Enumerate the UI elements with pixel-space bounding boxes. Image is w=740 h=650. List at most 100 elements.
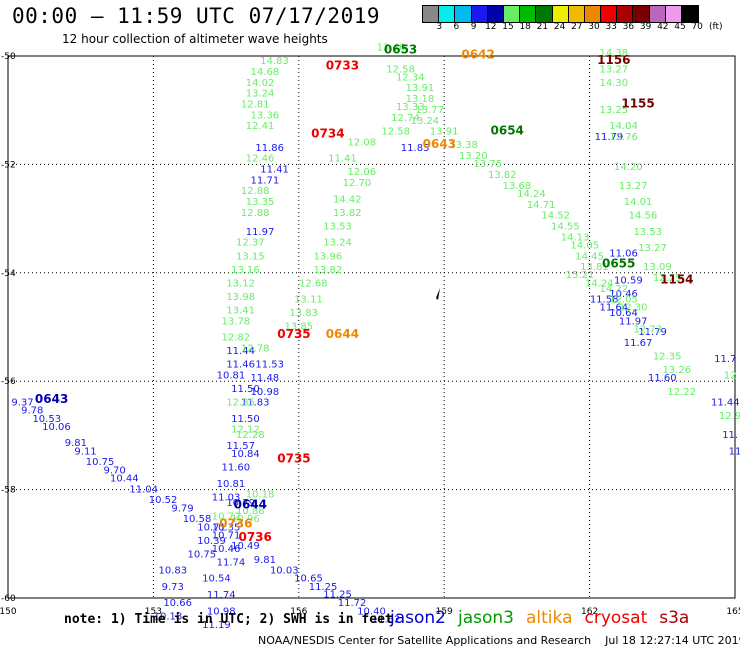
satellite-name: s3a	[659, 608, 690, 628]
wave-height-label: 13.53	[633, 227, 662, 238]
island-shape	[436, 288, 440, 300]
wave-height-label: 12.06	[347, 167, 376, 178]
wave-height-label: 11.71	[251, 175, 280, 186]
wave-height-label: 12.12	[231, 425, 260, 436]
wave-height-label: 11.83	[241, 398, 270, 409]
wave-height-label: 10.71	[212, 530, 241, 541]
wave-height-label: 10.44	[110, 473, 139, 484]
wave-height-label: 14.13	[561, 232, 590, 243]
wave-height-label: 14.04	[609, 121, 638, 132]
wave-height-label: 11.41	[328, 154, 357, 165]
wave-height-label: 13.53	[323, 221, 352, 232]
wave-height-label: 10.81	[217, 370, 246, 381]
wave-height-label: 13.41	[226, 305, 255, 316]
wave-height-label: 10.88	[236, 506, 265, 517]
wave-height-label: 11.44	[711, 398, 740, 409]
wave-height-label: 12.73	[633, 324, 662, 335]
wave-height-label: 12.08	[347, 137, 376, 148]
wave-height-label: 10.53	[32, 414, 61, 425]
wave-height-label: 10.03	[270, 566, 299, 577]
wave-height-label: 10.98	[251, 387, 280, 398]
wave-height-label: 11.62	[372, 614, 401, 625]
wave-height-label: 13.09	[643, 262, 672, 273]
wave-height-label: 9.79	[171, 503, 193, 514]
wave-height-label: 14.56	[629, 211, 658, 222]
wave-height-label: 13.36	[251, 110, 280, 121]
wave-height-label: 13.78	[221, 316, 250, 327]
wave-height-label: 11.57	[226, 441, 255, 452]
wave-height-label: 10.46	[212, 544, 241, 555]
wave-height-label: 14.24	[585, 278, 614, 289]
pass-time-label: 1156	[597, 53, 630, 67]
wave-height-label: 13.26	[663, 365, 692, 376]
wave-height-label: 11.97	[246, 227, 275, 238]
longitude-tick-label: 162	[581, 607, 598, 617]
wave-height-label: 11.25	[323, 589, 352, 600]
wave-height-label: 11.60	[221, 463, 250, 474]
wave-height-label: 13.98	[226, 292, 255, 303]
legend-tick-label: 45	[674, 22, 686, 32]
longitude-tick-label: 150	[0, 607, 17, 617]
wave-height-label: 11.53	[255, 360, 284, 371]
wave-height-label: 12.35	[653, 352, 682, 363]
legend-tick-label: 9	[470, 22, 477, 32]
wave-height-label: 9.81	[65, 438, 87, 449]
longitude-tick-label: 153	[145, 607, 162, 617]
wave-height-label: 9.11	[74, 446, 96, 457]
wave-height-label: 12.68	[299, 278, 328, 289]
latitude-tick-label: -52	[1, 160, 16, 170]
wave-height-label: 9.37	[11, 398, 33, 409]
wave-height-label: 11.	[722, 430, 738, 441]
wave-height-label: 12.37	[236, 238, 265, 249]
wave-height-label: 12.58	[386, 64, 415, 75]
wave-height-label: 12.88	[241, 186, 270, 197]
wave-height-label: 13.24	[410, 116, 439, 127]
wave-height-label: 14.83	[260, 56, 289, 67]
wave-height-label: 12.70	[343, 178, 372, 189]
satellite-name: jason2	[390, 608, 446, 628]
wave-height-label: 13.91	[430, 127, 459, 138]
wave-height-label: 12.58	[381, 127, 410, 138]
credit-line: NOAA/NESDIS Center for Satellite Applica…	[258, 634, 740, 647]
wave-height-label: 14.24	[517, 189, 546, 200]
wave-height-label: 10.75	[188, 549, 217, 560]
legend-swatch	[633, 6, 650, 22]
wave-height-label: 14.52	[541, 211, 570, 222]
legend-tick-label: 39	[639, 22, 652, 32]
wave-height-label: 13.12	[226, 278, 255, 289]
wave-height-label: 14.02	[246, 78, 275, 89]
legend-swatch	[455, 6, 472, 22]
wave-height-label: 12.9	[719, 411, 740, 422]
latitude-tick-label: -60	[1, 594, 16, 604]
pass-time-label: 0735	[277, 452, 310, 466]
wave-height-label: 11.60	[648, 373, 677, 384]
wave-height-label: 10.79	[226, 498, 255, 509]
wave-height-label: 11.41	[260, 165, 289, 176]
wave-height-label: 12.22	[667, 387, 696, 398]
satellite-legend: jason2 jason3 altika cryosat s3a	[390, 608, 689, 628]
map-frame	[7, 55, 736, 599]
legend-unit: (ft)	[709, 22, 723, 32]
wave-height-label: 10.83	[158, 566, 187, 577]
pass-time-label: 1154	[660, 273, 693, 287]
wave-height-label: 13.75	[473, 159, 502, 170]
wave-height-label: 13.27	[638, 243, 667, 254]
wave-height-label: 13.35	[246, 197, 275, 208]
wave-height-label: 11.50	[231, 414, 260, 425]
wave-height-label: 12.88	[241, 208, 270, 219]
pass-time-label: 0644	[234, 498, 267, 512]
legend-tick-label: 21	[536, 22, 549, 32]
wave-height-label: 13.85	[284, 322, 313, 333]
wave-height-label: 10.18	[246, 490, 275, 501]
wave-height-label: 9.81	[254, 555, 276, 566]
pass-time-label: 0736	[238, 530, 271, 544]
wave-height-label: 13.33	[396, 102, 425, 113]
color-legend-labels: 3 6 9 12 15 18 21 24 27 30 33 36 39 42 45 70	[422, 22, 712, 34]
wave-height-label: 13.82	[488, 170, 517, 181]
wave-height-label: 11.19	[202, 620, 231, 631]
wave-height-label: 14.38	[600, 48, 629, 59]
wave-height-label: 12.82	[221, 333, 250, 344]
legend-swatch	[423, 6, 440, 22]
wave-height-label: 10.59	[614, 276, 643, 287]
